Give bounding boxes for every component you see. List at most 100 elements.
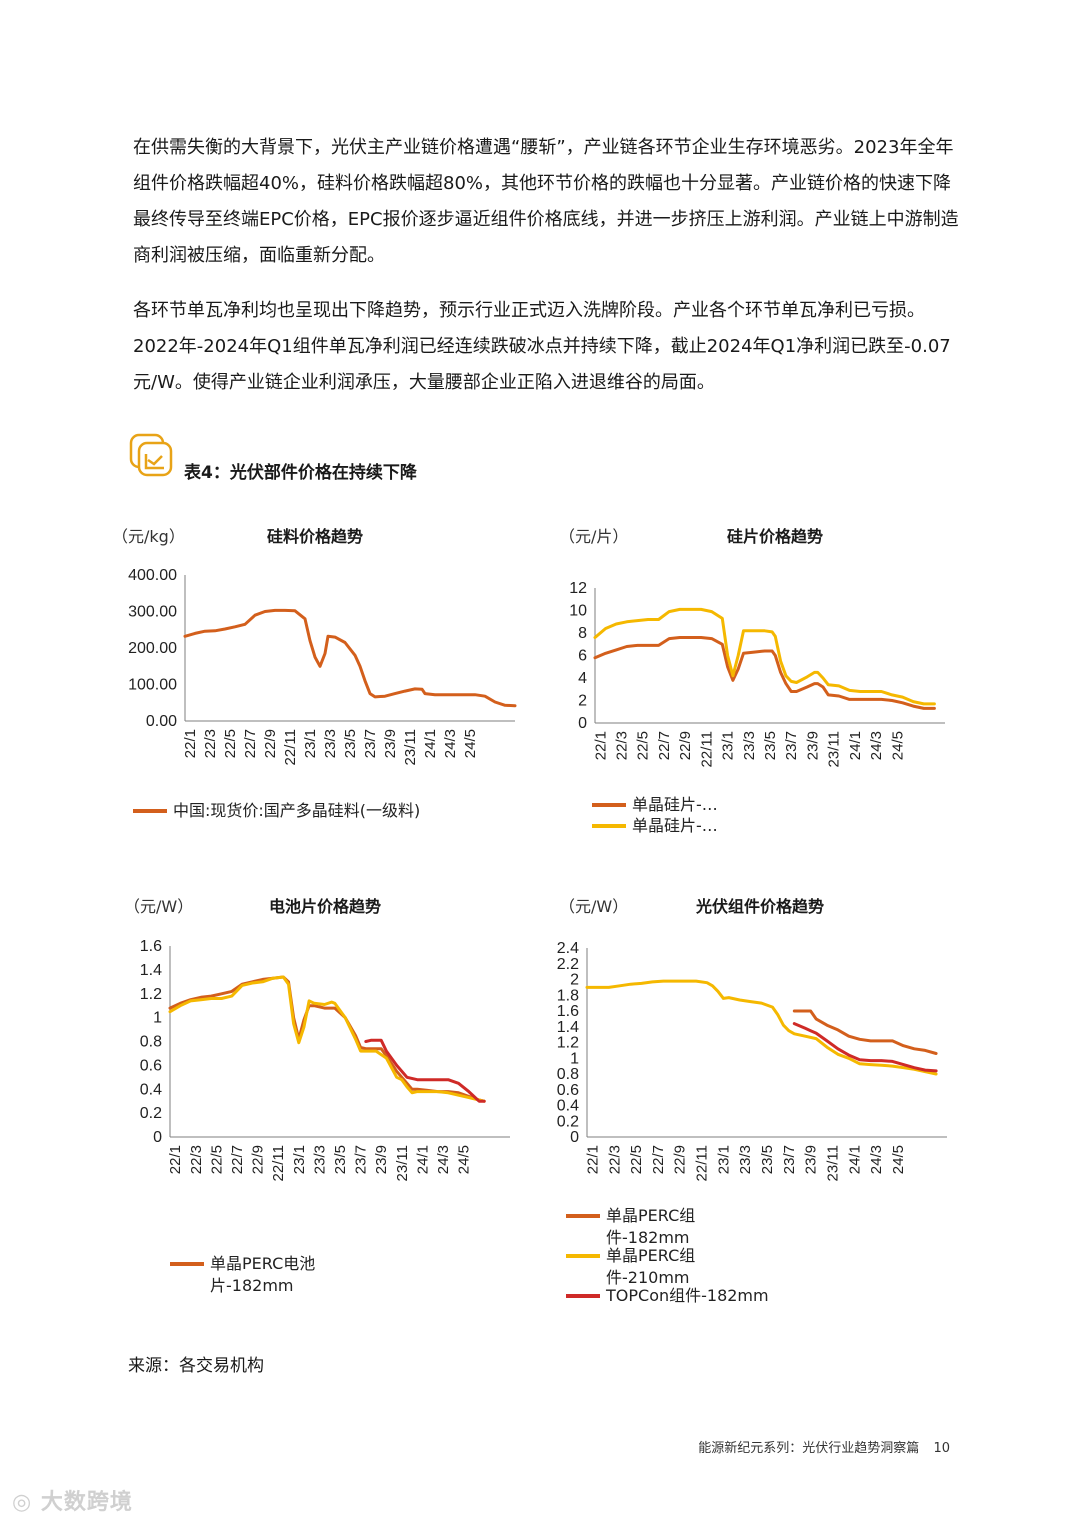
x-tick-label: 24/3 — [868, 1145, 885, 1174]
x-tick-label: 23/7 — [353, 1145, 370, 1174]
y-tick-label: 1 — [570, 1050, 579, 1067]
x-tick-label: 23/11 — [826, 731, 843, 767]
page-number: 10 — [933, 1441, 950, 1456]
x-tick-label: 23/3 — [311, 1145, 328, 1174]
series-line — [792, 1009, 938, 1055]
y-tick-label: 1 — [153, 1010, 162, 1027]
x-tick-label: 23/5 — [342, 729, 359, 758]
chart-plot: 2.42.221.81.61.41.210.80.60.40.20 22/1 22/… — [557, 940, 947, 1181]
y-tick-label: 0.6 — [557, 1082, 579, 1099]
x-tick-label: 22/11 — [698, 731, 715, 767]
paragraph-text: 各环节单瓦净利均也呈现出下降趋势，预示行业正式迈入洗牌阶段。产业各个环节单瓦净利… — [133, 300, 951, 393]
y-tick-label: 0.6 — [140, 1057, 162, 1074]
x-tick-label: 22/3 — [202, 729, 219, 758]
y-tick-label: 1.4 — [140, 962, 162, 979]
legend-item: 单晶PERC组件-210mm — [566, 1245, 766, 1289]
y-tick-label: 1.6 — [140, 938, 162, 955]
y-tick-label: 200.00 — [128, 640, 177, 657]
legend-label: 中国:现货价:国产多晶硅料(一级料) — [173, 801, 421, 820]
y-tick-label: 1.4 — [557, 1019, 579, 1036]
legend-item: TOPCon组件-182mm — [566, 1285, 769, 1307]
legend-label: 单晶硅片-… — [632, 816, 718, 835]
x-tick-label: 22/11 — [694, 1145, 711, 1181]
x-tick-label: 24/1 — [847, 731, 864, 760]
unit-label: （元/kg） — [112, 527, 185, 546]
section-title: 表4：光伏部件价格在持续下降 — [184, 463, 417, 483]
legend-label: TOPCon组件-182mm — [606, 1286, 769, 1305]
series-line — [792, 1022, 938, 1073]
intro-paragraph-1: 在供需失衡的大背景下，光伏主产业链价格遭遇“腰斩”，产业链各环节企业生存环境恶劣… — [133, 130, 963, 274]
x-tick-label: 23/5 — [332, 1145, 349, 1174]
x-tick-label: 22/1 — [167, 1145, 184, 1174]
source-note: 来源：各交易机构 — [128, 1356, 264, 1376]
x-tick-label: 22/9 — [262, 729, 279, 758]
wafer-chart: （元/片） 硅片价格趋势 12 10 8 6 4 2 0 22/1 22/3 22/5 22/7 22… — [545, 515, 975, 845]
x-tick-label: 23/9 — [803, 1145, 820, 1174]
y-tick-label: 400.00 — [128, 567, 177, 584]
y-tick-label: 2 — [570, 972, 579, 989]
x-tick-label: 23/3 — [737, 1145, 754, 1174]
x-tick-label: 23/3 — [322, 729, 339, 758]
y-tick-label: 10 — [569, 603, 587, 620]
y-tick-label: 1.2 — [140, 986, 162, 1003]
y-tick-label: 6 — [578, 648, 587, 665]
x-tick-label: 23/1 — [720, 731, 737, 760]
y-tick-label: 0.8 — [557, 1066, 579, 1083]
x-tick-label: 22/7 — [242, 729, 259, 758]
x-tick-label: 24/1 — [422, 729, 439, 758]
legend-item: 中国:现货价:国产多晶硅料(一级料) — [133, 800, 420, 822]
legend-item: 单晶PERC组件-182mm — [566, 1205, 766, 1249]
chart-title: 光伏组件价格趋势 — [695, 897, 824, 916]
x-tick-label: 22/7 — [650, 1145, 667, 1174]
footer-series-title: 能源新纪元系列：光伏行业趋势洞察篇 — [698, 1441, 920, 1456]
series-line — [168, 975, 486, 1103]
x-tick-label: 23/3 — [741, 731, 758, 760]
x-tick-label: 24/3 — [442, 729, 459, 758]
x-tick-label: 24/3 — [868, 731, 885, 760]
x-tick-label: 24/3 — [435, 1145, 452, 1174]
y-tick-label: 1.6 — [557, 1003, 579, 1020]
watermark-logo-icon: ◎ — [12, 1490, 41, 1515]
legend-label: 单晶PERC组件-182mm — [606, 1206, 696, 1247]
x-tick-label: 24/5 — [462, 729, 479, 758]
x-tick-label: 23/9 — [382, 729, 399, 758]
y-tick-label: 0 — [153, 1129, 162, 1146]
watermark-text: 大数跨境 — [40, 1490, 133, 1515]
legend-swatch — [566, 1294, 600, 1298]
y-tick-label: 0.4 — [557, 1098, 579, 1115]
x-tick-label: 22/3 — [614, 731, 631, 760]
x-tick-label: 23/11 — [394, 1145, 411, 1181]
x-tick-label: 23/1 — [302, 729, 319, 758]
x-tick-label: 23/11 — [402, 729, 419, 765]
x-tick-label: 22/3 — [188, 1145, 205, 1174]
legend-swatch — [592, 803, 626, 807]
x-tick-label: 22/1 — [584, 1145, 601, 1174]
legend-item: 单晶硅片-… — [592, 794, 718, 816]
x-tick-label: 24/5 — [889, 731, 906, 760]
watermark: ◎ 大数跨境 — [12, 1484, 133, 1516]
x-tick-label: 22/5 — [208, 1145, 225, 1174]
x-tick-label: 22/5 — [635, 731, 652, 760]
legend-item: 单晶PERC电池片-182mm — [170, 1253, 380, 1297]
x-tick-label: 24/5 — [890, 1145, 907, 1174]
x-tick-label: 23/7 — [781, 1145, 798, 1174]
x-tick-label: 22/9 — [672, 1145, 689, 1174]
x-tick-label: 22/3 — [606, 1145, 623, 1174]
solar-cell-chart: （元/W） 电池片价格趋势 1.6 1.4 1.2 1 0.8 0.6 0.4 0.2 0 22/… — [100, 885, 540, 1305]
x-tick-label: 24/5 — [456, 1145, 473, 1174]
series-line — [168, 975, 486, 1103]
legend-swatch — [133, 809, 167, 813]
chart-plot: 400.00 300.00 200.00 100.00 0.00 22/1 22/3 22/5… — [128, 567, 517, 765]
module-chart: （元/W） 光伏组件价格趋势 2.4 2.2 2 1.8 1.6 1.4 1.2 1 0.8 0.… — [545, 885, 975, 1315]
y-tick-label: 8 — [578, 625, 587, 642]
x-tick-label: 23/1 — [291, 1145, 308, 1174]
x-tick-label: 24/1 — [414, 1145, 431, 1174]
x-tick-label: 22/1 — [182, 729, 199, 758]
y-tick-label: 1.8 — [557, 987, 579, 1004]
x-tick-label: 22/5 — [628, 1145, 645, 1174]
x-tick-label: 23/11 — [824, 1145, 841, 1181]
x-tick-label: 22/11 — [270, 1145, 287, 1181]
series-line — [593, 636, 936, 710]
unit-label: （元/W） — [559, 897, 629, 916]
y-tick-label: 100.00 — [128, 677, 177, 694]
